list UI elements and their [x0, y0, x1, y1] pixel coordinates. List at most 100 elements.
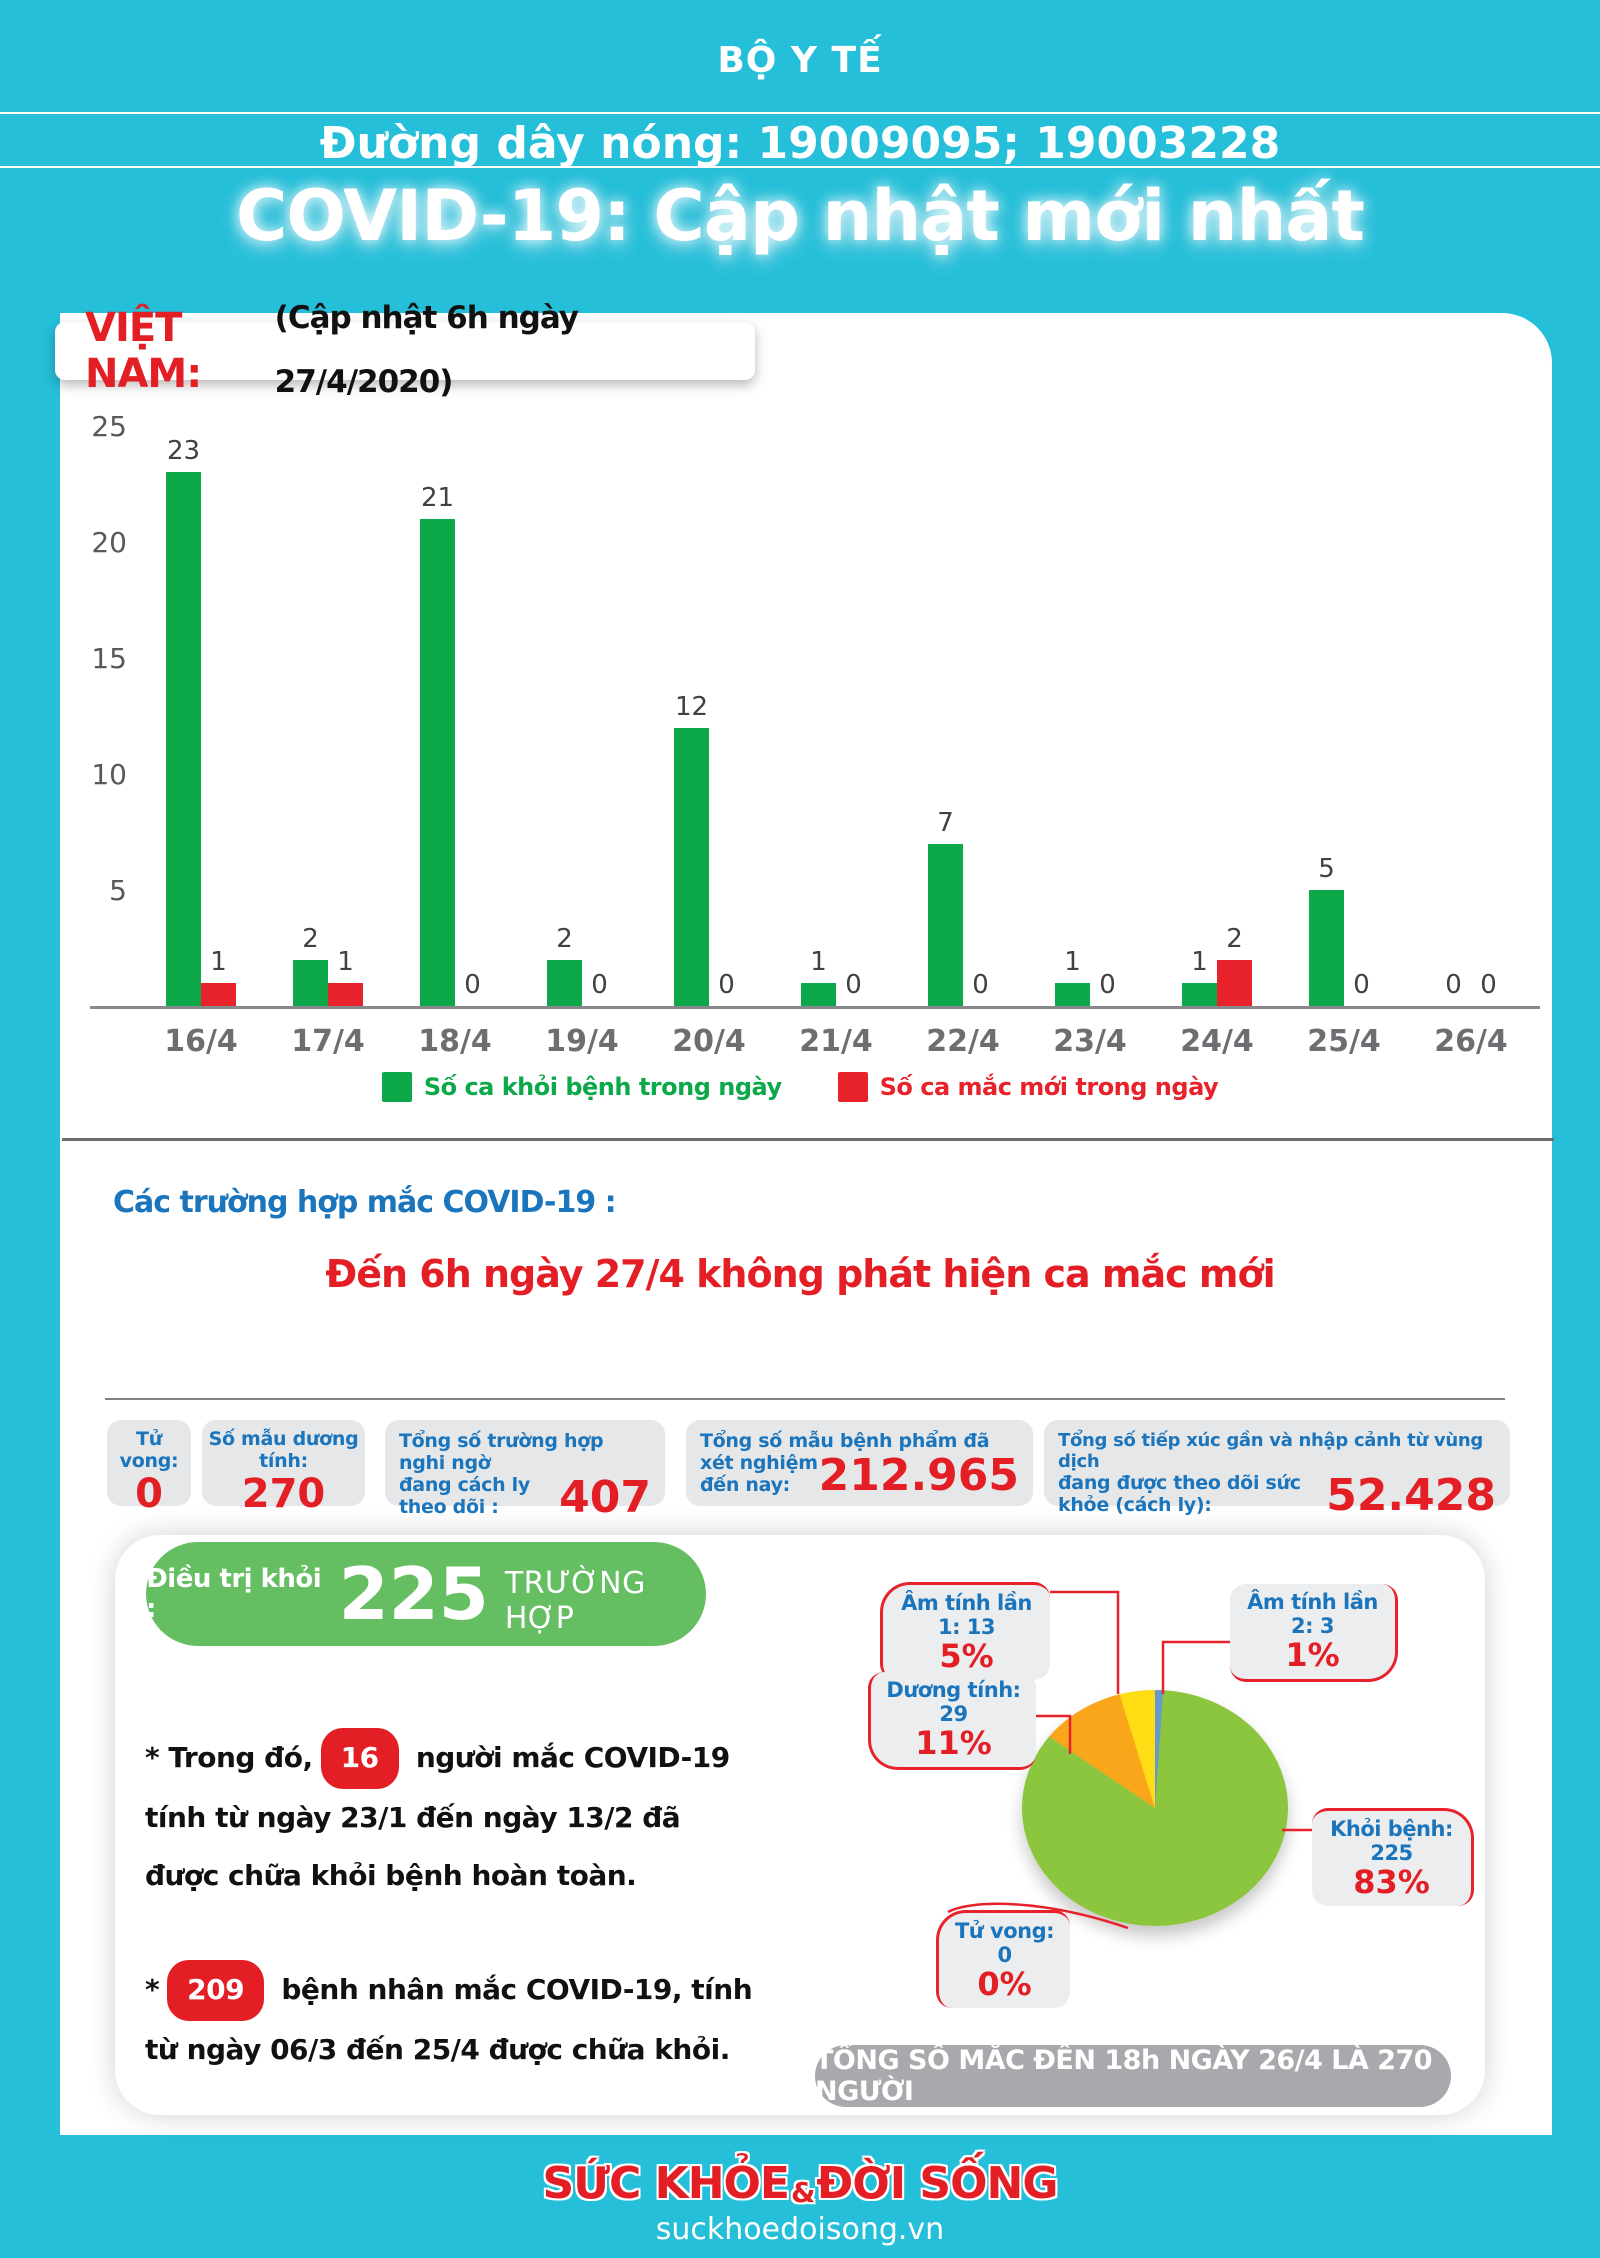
x-axis-line	[90, 1006, 1540, 1009]
page-title: COVID-19: Cập nhật mới nhất	[235, 175, 1365, 257]
stat-positive-label: Số mẫu dương tính:	[208, 1428, 359, 1472]
bar-value-label-recovered: 1	[1064, 946, 1081, 977]
callout-recovered: Khỏi bệnh: 225 83%	[1312, 1808, 1474, 1907]
recovery-note-1: * Trong đó, 16 người mắc COVID-19 tính từ…	[145, 1728, 755, 1904]
callout-positive-label: Dương tính: 29	[886, 1678, 1021, 1726]
stat-contacts-label2: đang được theo dõi sức khỏe (cách ly):	[1058, 1472, 1301, 1516]
stat-positive-samples: Số mẫu dương tính: 270	[202, 1420, 365, 1516]
update-note: (Cập nhật 6h ngày 27/4/2020)	[274, 300, 579, 400]
recovered-pill-label: Điều trị khỏi :	[146, 1564, 322, 1624]
bar-value-label-recovered: 1	[1191, 946, 1208, 977]
stat-deaths: Tử vong: 0	[107, 1420, 191, 1516]
hotline-numbers: 19009095; 19003228	[757, 118, 1281, 169]
stat-deaths-value: 0	[135, 1471, 163, 1517]
bar-value-label-new-cases: 0	[464, 970, 481, 1000]
bar-recovered	[547, 959, 582, 1006]
stat-tested-value: 212.965	[818, 1450, 1019, 1502]
bar-value-label-new-cases: 0	[845, 970, 862, 1000]
stat-suspected-value: 407	[559, 1472, 651, 1524]
x-axis-date-label: 26/4	[1434, 1024, 1508, 1059]
stat-tested-label2: xét nghiệm đến nay:	[700, 1452, 818, 1496]
x-axis-date-label: 17/4	[291, 1024, 365, 1059]
bar-value-label-recovered: 23	[166, 436, 201, 467]
legend-item-recovered: Số ca khỏi bệnh trong ngày	[381, 1072, 782, 1102]
x-axis-date-label: 24/4	[1180, 1024, 1254, 1059]
bar-value-label-recovered: 21	[420, 482, 455, 513]
y-axis-tick-label: 15	[91, 642, 127, 675]
legend-item-new-cases: Số ca mắc mới trong ngày	[837, 1072, 1219, 1102]
stats-divider	[105, 1398, 1505, 1400]
bar-value-label-new-cases: 1	[210, 946, 227, 977]
stat-samples-tested: Tổng số mẫu bệnh phẩm đã xét nghiệm đến …	[686, 1420, 1033, 1506]
bar-value-label-recovered: 0	[1445, 970, 1462, 1000]
callout-recovered-pct: 83%	[1353, 1863, 1430, 1901]
bar-recovered	[1309, 890, 1344, 1006]
bar-new-cases	[1217, 959, 1252, 1006]
callout-negative-second: Âm tính lần 2: 3 1%	[1230, 1584, 1398, 1683]
bar-value-label-recovered: 2	[556, 923, 573, 954]
note1-text: người mắc COVID-19 tính từ ngày 23/1 đến…	[145, 1741, 730, 1892]
hotline: Đường dây nóng: 19009095; 19003228	[0, 118, 1600, 169]
callout-deaths-pct: 0%	[977, 1965, 1032, 2003]
x-axis-date-label: 21/4	[799, 1024, 873, 1059]
bar-recovered	[801, 982, 836, 1006]
logo-part-1: SỨC KHỎE	[542, 2158, 790, 2209]
note2-count-badge: 209	[167, 1960, 265, 2022]
stat-contacts-value: 52.428	[1326, 1470, 1496, 1522]
stat-contacts-label1: Tổng số tiếp xúc gần và nhập cảnh từ vùn…	[1058, 1430, 1483, 1472]
y-axis-tick-label: 10	[91, 758, 127, 791]
stat-suspected-label2: đang cách ly theo dõi :	[399, 1474, 530, 1518]
bar-recovered	[928, 843, 963, 1006]
bar-recovered	[1055, 982, 1090, 1006]
callout-negative-first-label: Âm tính lần 1: 13	[901, 1591, 1032, 1639]
recovered-total-pill: Điều trị khỏi : 225 TRƯỜNG HỢP	[146, 1542, 706, 1646]
bar-value-label-new-cases: 0	[972, 970, 989, 1000]
bar-value-label-new-cases: 0	[1099, 970, 1116, 1000]
note2-text: bệnh nhân mắc COVID-19, tính từ ngày 06/…	[145, 1973, 753, 2067]
callout-recovered-label: Khỏi bệnh: 225	[1330, 1817, 1453, 1865]
recovered-pill-unit: TRƯỜNG HỢP	[504, 1566, 646, 1636]
stat-suspected-isolated: Tổng số trường hợp nghi ngờ đang cách ly…	[385, 1420, 665, 1520]
x-axis-date-label: 18/4	[418, 1024, 492, 1059]
callout-negative-second-pct: 1%	[1285, 1636, 1340, 1674]
note1-prefix: * Trong đó,	[145, 1741, 313, 1774]
callout-positive-pct: 11%	[915, 1724, 992, 1762]
note1-count-badge: 16	[320, 1728, 399, 1790]
stat-suspected-label1: Tổng số trường hợp nghi ngờ	[399, 1430, 604, 1474]
chart-legend: Số ca khỏi bệnh trong ngày Số ca mắc mới…	[0, 1072, 1600, 1102]
bar-recovered	[293, 959, 328, 1006]
header-divider-top	[0, 112, 1600, 114]
legend-swatch-green	[381, 1072, 412, 1102]
y-axis-tick-label: 25	[91, 410, 127, 443]
callout-deaths: Tử vong: 0 0%	[936, 1910, 1070, 2009]
bar-recovered	[674, 727, 709, 1006]
case-status-pie-chart	[1022, 1690, 1288, 1926]
bar-value-label-new-cases: 2	[1226, 923, 1243, 954]
bar-value-label-recovered: 5	[1318, 854, 1335, 884]
suckhoedoisong-logo: SỨC KHỎE&ĐỜI SỐNG	[0, 2158, 1600, 2209]
recovery-note-2: * 209 bệnh nhân mắc COVID-19, tính từ ngà…	[145, 1960, 755, 2079]
note2-prefix: *	[145, 1973, 160, 2006]
country-label: VIỆT NAM:	[85, 305, 202, 397]
legend-label-recovered: Số ca khỏi bệnh trong ngày	[423, 1073, 782, 1101]
bar-value-label-recovered: 2	[302, 923, 319, 954]
legend-label-new-cases: Số ca mắc mới trong ngày	[879, 1073, 1219, 1101]
stat-positive-value: 270	[241, 1471, 326, 1517]
chart-title-pill: VIỆT NAM: (Cập nhật 6h ngày 27/4/2020)	[55, 300, 755, 400]
x-axis-date-label: 25/4	[1307, 1024, 1381, 1059]
x-axis-date-label: 23/4	[1053, 1024, 1127, 1059]
section-divider	[62, 1138, 1554, 1141]
x-axis-date-label: 19/4	[545, 1024, 619, 1059]
legend-swatch-red	[837, 1072, 868, 1102]
bar-value-label-recovered: 7	[937, 807, 954, 838]
website-url: suckhoedoisong.vn	[655, 2212, 945, 2247]
bar-value-label-new-cases: 0	[1353, 970, 1370, 1000]
x-axis-date-label: 22/4	[926, 1024, 1000, 1059]
ministry-title: BỘ Y TẾ	[717, 40, 883, 81]
hotline-label: Đường dây nóng:	[319, 118, 758, 169]
logo-ampersand: &	[791, 2176, 815, 2209]
bar-value-label-new-cases: 1	[337, 946, 354, 977]
bar-new-cases	[201, 982, 236, 1006]
x-axis-date-label: 20/4	[672, 1024, 746, 1059]
